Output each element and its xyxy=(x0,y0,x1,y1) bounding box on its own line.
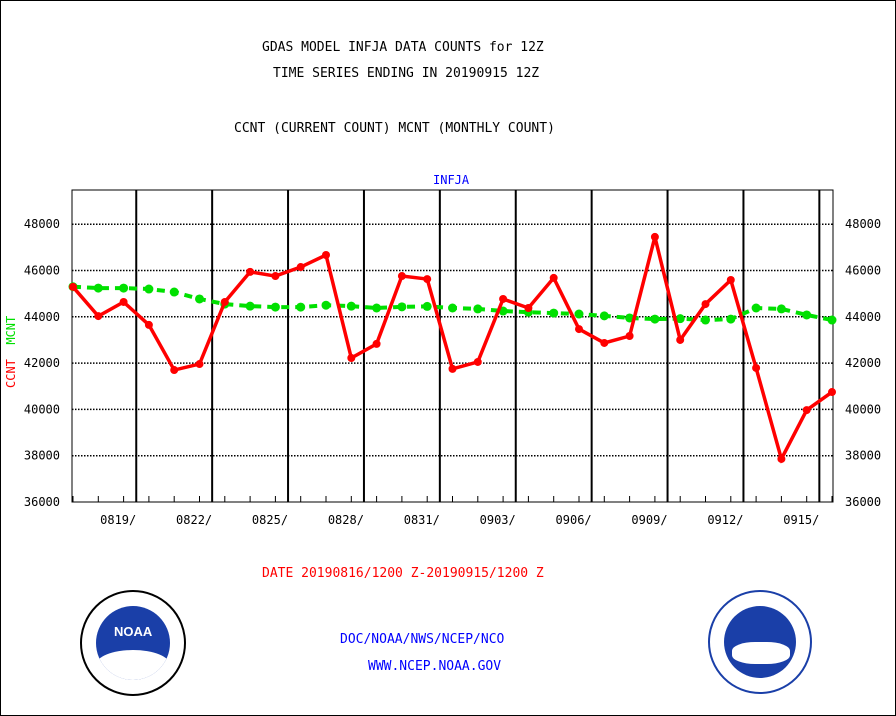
chart-subtitle: CCNT (CURRENT COUNT) MCNT (MONTHLY COUNT… xyxy=(234,121,555,136)
point-ccnt xyxy=(144,320,153,329)
point-ccnt xyxy=(170,366,179,375)
point-ccnt xyxy=(524,304,533,313)
point-mcnt xyxy=(751,303,761,313)
point-ccnt xyxy=(195,360,204,369)
point-ccnt xyxy=(575,325,583,334)
point-ccnt xyxy=(448,364,457,373)
point-ccnt xyxy=(69,282,77,291)
point-mcnt xyxy=(549,308,559,318)
footer-url[interactable]: WWW.NCEP.NOAA.GOV xyxy=(368,659,502,674)
point-ccnt xyxy=(94,312,103,321)
xtick-label: 0906/ xyxy=(556,513,592,527)
panel-label: INFJA xyxy=(433,173,470,187)
point-mcnt xyxy=(397,302,407,312)
noaa-logo: NOAA xyxy=(80,590,186,696)
point-mcnt xyxy=(195,294,204,304)
ytick-label-right: 40000 xyxy=(845,402,881,416)
point-mcnt xyxy=(169,287,179,297)
point-ccnt xyxy=(220,297,229,306)
xtick-label: 0915/ xyxy=(783,513,819,527)
point-ccnt xyxy=(296,263,305,272)
point-mcnt xyxy=(346,301,356,311)
xtick-label: 0831/ xyxy=(404,513,440,527)
xtick-label: 0912/ xyxy=(707,513,743,527)
point-mcnt xyxy=(144,284,154,294)
ytick-label-right: 48000 xyxy=(845,217,881,231)
point-ccnt xyxy=(397,272,406,281)
point-ccnt xyxy=(777,454,786,463)
xtick-label: 0909/ xyxy=(631,513,667,527)
point-ccnt xyxy=(752,363,761,372)
point-mcnt xyxy=(776,304,786,314)
point-mcnt xyxy=(321,300,331,310)
point-ccnt xyxy=(246,267,255,276)
point-mcnt xyxy=(245,301,255,311)
point-mcnt xyxy=(599,311,609,321)
point-mcnt xyxy=(675,314,685,324)
point-mcnt xyxy=(422,301,432,311)
ytick-label-left: 38000 xyxy=(24,449,60,463)
point-mcnt xyxy=(296,302,306,312)
point-mcnt xyxy=(726,314,736,324)
ytick-label-left: 48000 xyxy=(24,217,60,231)
point-mcnt xyxy=(574,309,584,319)
ytick-label-right: 44000 xyxy=(845,310,881,324)
point-mcnt xyxy=(372,303,382,313)
x-axis-label: DATE 20190816/1200 Z-20190915/1200 Z xyxy=(262,566,544,581)
ytick-label-left: 44000 xyxy=(24,310,60,324)
point-mcnt xyxy=(93,283,103,293)
xtick-label: 0828/ xyxy=(328,513,364,527)
xtick-label: 0903/ xyxy=(480,513,516,527)
point-mcnt xyxy=(827,315,837,325)
xtick-label: 0825/ xyxy=(252,513,288,527)
point-mcnt xyxy=(650,314,660,324)
point-ccnt xyxy=(423,275,432,284)
point-ccnt xyxy=(549,273,558,282)
point-mcnt xyxy=(701,315,710,325)
chart-title-line2: TIME SERIES ENDING IN 20190915 12Z xyxy=(273,66,540,81)
point-ccnt xyxy=(119,297,128,306)
point-ccnt xyxy=(322,250,330,259)
point-ccnt xyxy=(625,332,634,341)
point-ccnt xyxy=(372,339,381,348)
ytick-label-left: 36000 xyxy=(24,495,60,509)
point-mcnt xyxy=(448,303,457,313)
ytick-label-right: 46000 xyxy=(845,264,881,278)
point-mcnt xyxy=(473,304,483,314)
point-ccnt xyxy=(499,294,508,303)
ytick-label-left: 42000 xyxy=(24,356,60,370)
point-mcnt xyxy=(802,310,812,320)
point-ccnt xyxy=(271,272,280,281)
point-ccnt xyxy=(600,338,609,347)
point-ccnt xyxy=(650,232,659,241)
point-mcnt xyxy=(270,302,280,312)
footer-org: DOC/NOAA/NWS/NCEP/NCO xyxy=(340,632,505,647)
chart-title-line1: GDAS MODEL INFJA DATA COUNTS for 12Z xyxy=(262,40,544,55)
point-mcnt xyxy=(119,283,129,293)
xtick-label: 0822/ xyxy=(176,513,212,527)
point-ccnt xyxy=(473,357,482,366)
nws-logo xyxy=(708,590,812,694)
ytick-label-right: 42000 xyxy=(845,356,881,370)
xtick-label: 0819/ xyxy=(100,513,136,527)
point-ccnt xyxy=(828,388,836,397)
point-ccnt xyxy=(802,406,811,415)
ytick-label-left: 40000 xyxy=(24,402,60,416)
point-ccnt xyxy=(726,275,735,284)
ytick-label-left: 46000 xyxy=(24,264,60,278)
point-ccnt xyxy=(701,300,710,309)
point-ccnt xyxy=(676,335,685,344)
ytick-label-right: 36000 xyxy=(845,495,881,509)
point-ccnt xyxy=(347,354,356,363)
ytick-label-right: 38000 xyxy=(845,449,881,463)
